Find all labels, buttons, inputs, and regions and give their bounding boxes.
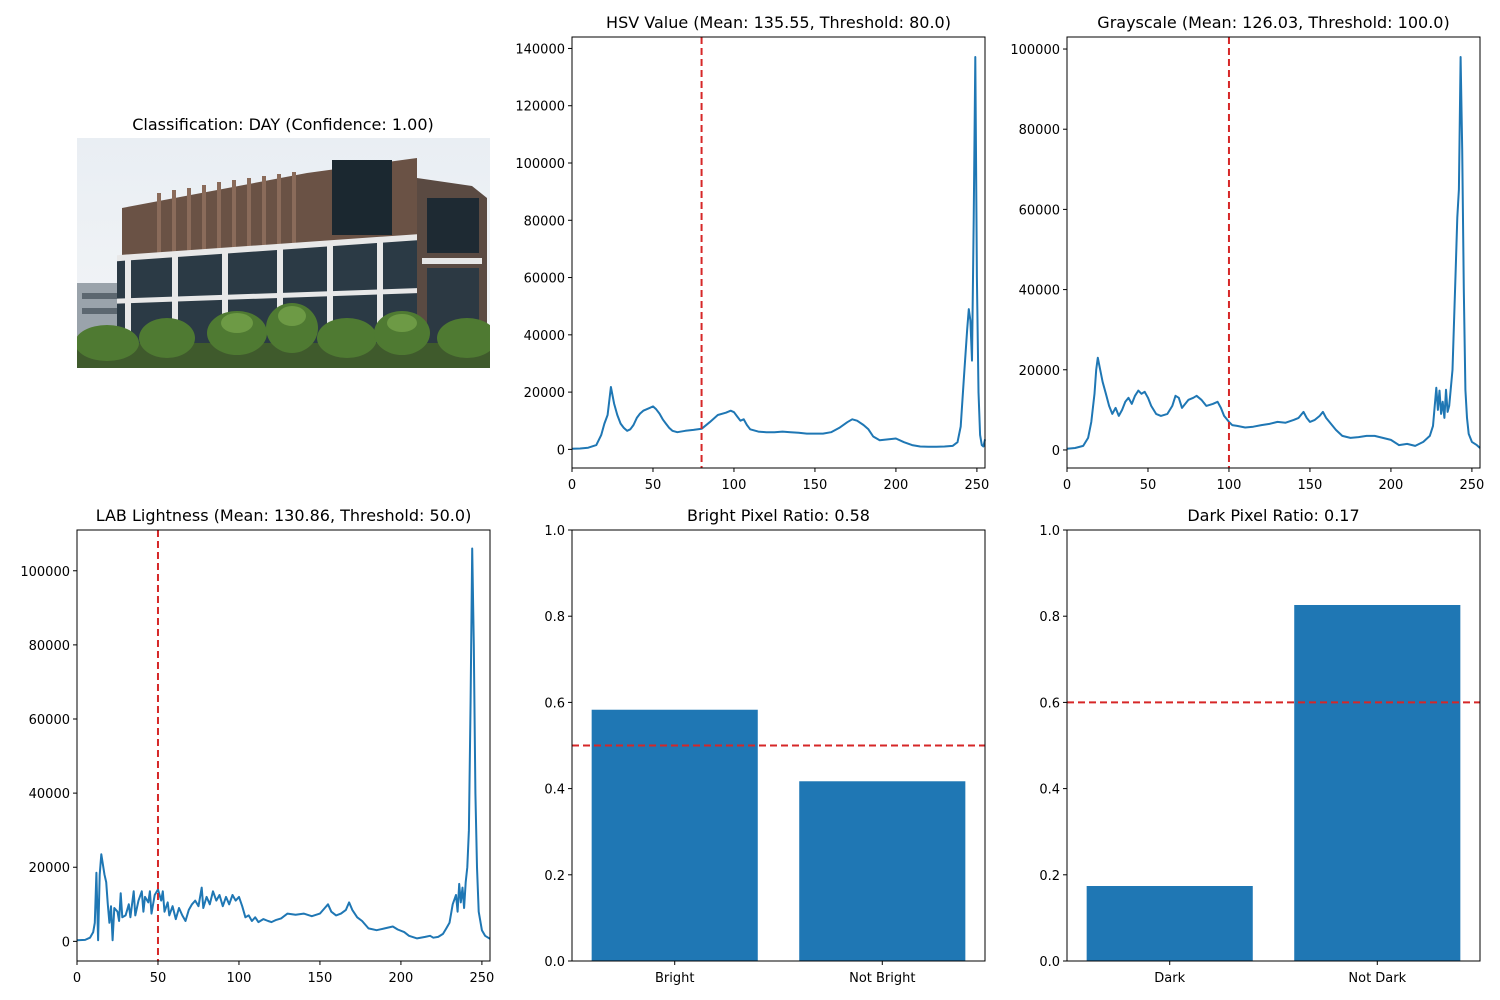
y-tick-label: 0.2 <box>1039 869 1060 884</box>
y-tick-label: 0.4 <box>1039 783 1060 798</box>
y-tick-label: 0.2 <box>544 869 565 884</box>
y-tick-label: 40000 <box>524 329 565 344</box>
y-tick-label: 80000 <box>524 214 565 229</box>
x-tick-label: Bright <box>655 971 694 986</box>
x-tick-label: 200 <box>389 971 414 986</box>
y-tick-label: 0.6 <box>1039 696 1060 711</box>
y-tick-label: 20000 <box>29 861 70 876</box>
chart-title: Grayscale (Mean: 126.03, Threshold: 100.… <box>1097 13 1449 32</box>
y-tick-label: 0 <box>557 443 565 458</box>
x-tick-label: 200 <box>1379 478 1404 493</box>
x-tick-label: 100 <box>227 971 252 986</box>
y-tick-label: 100000 <box>515 157 565 172</box>
axes-frame <box>1066 36 1481 469</box>
y-tick-label: 80000 <box>1019 123 1060 138</box>
histogram-line <box>571 56 986 450</box>
bar-bright <box>591 709 758 961</box>
y-tick-label: 1.0 <box>1039 524 1060 539</box>
axes-frame <box>571 36 986 469</box>
chart-title: Bright Pixel Ratio: 0.58 <box>687 506 870 525</box>
y-tick-label: 0.8 <box>1039 610 1060 625</box>
histogram-line <box>1066 56 1481 450</box>
y-tick-label: 0 <box>62 935 70 950</box>
x-tick-label: 0 <box>1063 478 1071 493</box>
building-photo <box>77 138 490 368</box>
y-tick-label: 0.6 <box>544 696 565 711</box>
x-tick-label: Not Bright <box>849 971 915 986</box>
bar-not-dark <box>1294 604 1461 961</box>
x-tick-label: Dark <box>1154 971 1185 986</box>
x-tick-label: 250 <box>469 971 494 986</box>
bar-not-bright <box>799 781 966 961</box>
x-tick-label: 200 <box>884 478 909 493</box>
y-tick-label: 0.8 <box>544 610 565 625</box>
chart-3: LAB Lightness (Mean: 130.86, Threshold: … <box>20 506 494 986</box>
chart-1: HSV Value (Mean: 135.55, Threshold: 80.0… <box>515 13 989 493</box>
x-tick-label: 150 <box>803 478 828 493</box>
photo-title: Classification: DAY (Confidence: 1.00) <box>132 115 434 134</box>
y-tick-label: 120000 <box>515 100 565 115</box>
y-tick-label: 140000 <box>515 42 565 57</box>
x-tick-label: 100 <box>722 478 747 493</box>
y-tick-label: 40000 <box>1019 284 1060 299</box>
y-tick-label: 60000 <box>524 272 565 287</box>
bar-dark <box>1086 886 1253 961</box>
y-tick-label: 0 <box>1052 444 1060 459</box>
chart-title: Dark Pixel Ratio: 0.17 <box>1187 506 1359 525</box>
axes-frame <box>1066 529 1481 962</box>
chart-title: LAB Lightness (Mean: 130.86, Threshold: … <box>96 506 472 525</box>
y-tick-label: 0.4 <box>544 783 565 798</box>
x-tick-label: 150 <box>1298 478 1323 493</box>
histogram-line <box>76 547 491 942</box>
y-tick-label: 20000 <box>1019 364 1060 379</box>
y-tick-label: 40000 <box>29 787 70 802</box>
chart-title: HSV Value (Mean: 135.55, Threshold: 80.0… <box>606 13 951 32</box>
y-tick-label: 80000 <box>29 639 70 654</box>
chart-5: Dark Pixel Ratio: 0.17 Dark Not Dark 0.0 0.2… <box>1039 506 1481 986</box>
axes-frame <box>76 529 491 962</box>
x-tick-label: Not Dark <box>1348 971 1406 986</box>
x-tick-label: 0 <box>568 478 576 493</box>
y-tick-label: 100000 <box>20 565 70 580</box>
x-tick-label: 250 <box>964 478 989 493</box>
chart-4: Bright Pixel Ratio: 0.58 Bright Not Bright… <box>544 506 986 986</box>
y-tick-label: 0.0 <box>544 955 565 970</box>
axes-frame <box>571 529 986 962</box>
x-tick-label: 100 <box>1217 478 1242 493</box>
y-tick-label: 60000 <box>1019 203 1060 218</box>
y-tick-label: 1.0 <box>544 524 565 539</box>
x-tick-label: 150 <box>308 971 333 986</box>
chart-2: Grayscale (Mean: 126.03, Threshold: 100.… <box>1010 13 1484 493</box>
y-tick-label: 0.0 <box>1039 955 1060 970</box>
y-tick-label: 20000 <box>524 386 565 401</box>
y-tick-label: 100000 <box>1010 43 1060 58</box>
x-tick-label: 0 <box>73 971 81 986</box>
x-tick-label: 50 <box>645 478 662 493</box>
x-tick-label: 50 <box>150 971 167 986</box>
x-tick-label: 50 <box>1140 478 1157 493</box>
y-tick-label: 60000 <box>29 713 70 728</box>
x-tick-label: 250 <box>1459 478 1484 493</box>
